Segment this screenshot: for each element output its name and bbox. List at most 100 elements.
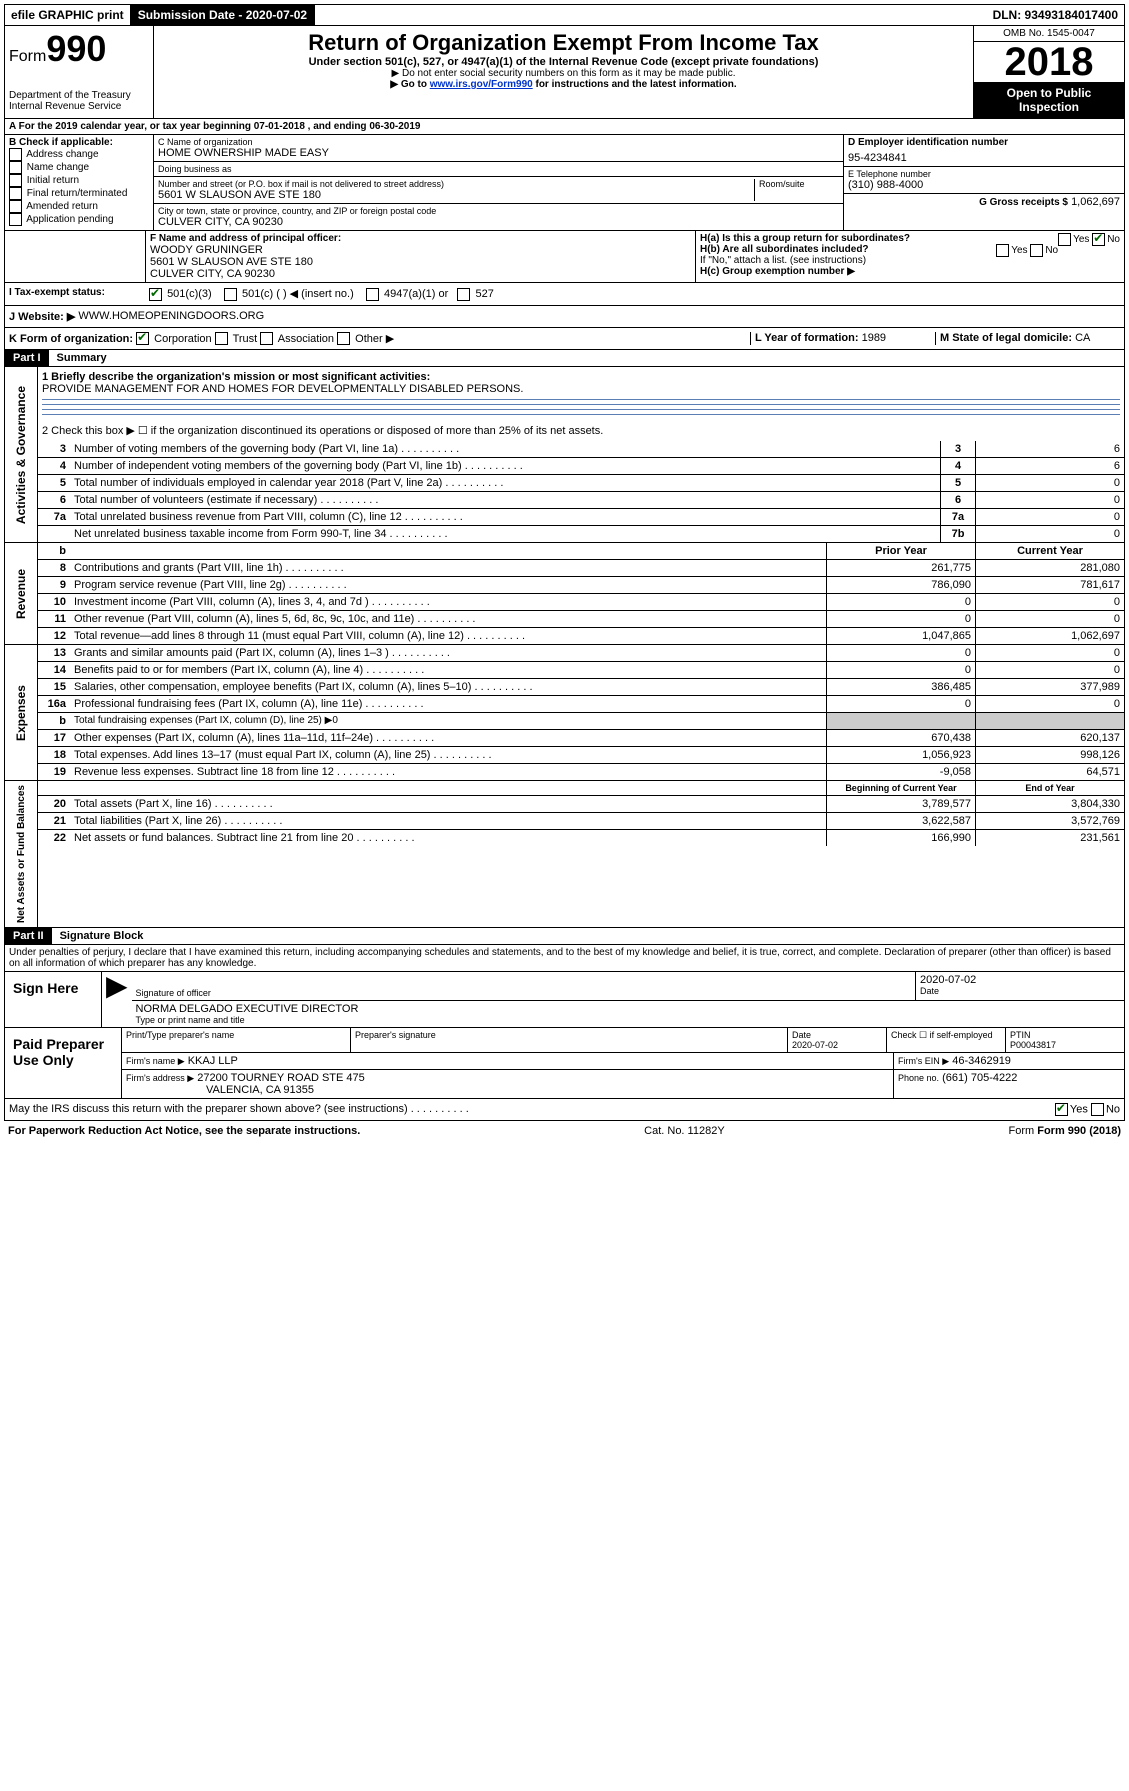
form-org-row: K Form of organization: Corporation Trus… <box>4 328 1125 351</box>
prep-date-value: 2020-07-02 <box>792 1040 882 1050</box>
sign-date: 2020-07-02 <box>920 974 1120 986</box>
form990-link[interactable]: www.irs.gov/Form990 <box>430 79 533 90</box>
part1-header-row: Part I Summary <box>4 350 1125 367</box>
street-value: 5601 W SLAUSON AVE STE 180 <box>158 189 754 201</box>
website-value: WWW.HOMEOPENINGDOORS.ORG <box>78 310 264 323</box>
footer: For Paperwork Reduction Act Notice, see … <box>4 1121 1125 1141</box>
line2: 2 Check this box ▶ ☐ if the organization… <box>38 420 1124 441</box>
dept-label: Department of the Treasury Internal Reve… <box>9 90 149 112</box>
website-row: J Website: ▶ WWW.HOMEOPENINGDOORS.ORG <box>4 306 1125 328</box>
box-b-header: B Check if applicable: <box>9 137 149 148</box>
phone-label: E Telephone number <box>848 169 1120 179</box>
name-label2: Type or print name and title <box>136 1015 1120 1025</box>
check-501c[interactable] <box>224 288 237 301</box>
form-subtitle: Under section 501(c), 527, or 4947(a)(1)… <box>158 56 969 68</box>
table-row: 16aProfessional fundraising fees (Part I… <box>38 696 1124 713</box>
ptin-header: PTIN <box>1010 1030 1120 1040</box>
check-final-return[interactable]: Final return/terminated <box>9 187 149 200</box>
table-row: 9Program service revenue (Part VIII, lin… <box>38 577 1124 594</box>
prep-date-header: Date <box>792 1030 882 1040</box>
table-row: 4Number of independent voting members of… <box>38 458 1124 475</box>
tax-year: 2018 <box>974 42 1124 82</box>
check-initial-return[interactable]: Initial return <box>9 174 149 187</box>
paid-preparer-label: Paid Preparer Use Only <box>5 1028 122 1098</box>
gross-receipts-label: G Gross receipts $ <box>979 197 1068 208</box>
sign-section: Sign Here ▶ Signature of officer 2020-07… <box>4 972 1125 1028</box>
check-address-change[interactable]: Address change <box>9 148 149 161</box>
ha-label: H(a) Is this a group return for subordin… <box>700 233 1120 244</box>
firm-name: KKAJ LLP <box>188 1055 238 1067</box>
form-prefix: Form <box>9 48 46 65</box>
ein-value: 95-4234841 <box>848 152 1120 164</box>
check-trust[interactable] <box>215 332 228 345</box>
phone-value: (310) 988-4000 <box>848 179 1120 191</box>
table-row: 14Benefits paid to or for members (Part … <box>38 662 1124 679</box>
expenses-label: Expenses <box>12 681 30 745</box>
table-row: 5Total number of individuals employed in… <box>38 475 1124 492</box>
box-l-label: L Year of formation: <box>755 332 859 344</box>
check-501c3[interactable] <box>149 288 162 301</box>
table-row: 6Total number of volunteers (estimate if… <box>38 492 1124 509</box>
table-row: 11Other revenue (Part VIII, column (A), … <box>38 611 1124 628</box>
check-association[interactable] <box>260 332 273 345</box>
check-4947[interactable] <box>366 288 379 301</box>
table-row: 18Total expenses. Add lines 13–17 (must … <box>38 747 1124 764</box>
hc-label: H(c) Group exemption number ▶ <box>700 266 1120 277</box>
prep-phone: (661) 705-4222 <box>942 1072 1017 1084</box>
check-527[interactable] <box>457 288 470 301</box>
officer-group-row: F Name and address of principal officer:… <box>4 231 1125 283</box>
check-other[interactable] <box>337 332 350 345</box>
part1-badge: Part I <box>5 350 49 366</box>
top-bar: efile GRAPHIC print Submission Date - 20… <box>4 4 1125 26</box>
expenses-section: Expenses 13Grants and similar amounts pa… <box>4 645 1125 781</box>
table-row: bTotal fundraising expenses (Part IX, co… <box>38 713 1124 730</box>
discuss-no[interactable] <box>1091 1103 1104 1116</box>
prep-name-header: Print/Type preparer's name <box>122 1028 351 1052</box>
form-header: Form990 Department of the Treasury Inter… <box>4 26 1125 119</box>
city-label: City or town, state or province, country… <box>158 206 839 216</box>
sig-officer-label: Signature of officer <box>136 988 911 998</box>
table-row: 22Net assets or fund balances. Subtract … <box>38 830 1124 846</box>
table-row: 8Contributions and grants (Part VIII, li… <box>38 560 1124 577</box>
discuss-row: May the IRS discuss this return with the… <box>4 1099 1125 1121</box>
self-employed-check[interactable]: Check ☐ if self-employed <box>887 1028 1006 1052</box>
table-row: 17Other expenses (Part IX, column (A), l… <box>38 730 1124 747</box>
dba-label: Doing business as <box>158 164 839 174</box>
form-note1: ▶ Do not enter social security numbers o… <box>158 68 969 79</box>
check-application-pending[interactable]: Application pending <box>9 213 149 226</box>
legal-domicile: CA <box>1075 332 1090 344</box>
firm-addr: 27200 TOURNEY ROAD STE 475 <box>197 1072 365 1084</box>
ptin-value: P00043817 <box>1010 1040 1120 1050</box>
table-row: 15Salaries, other compensation, employee… <box>38 679 1124 696</box>
room-label: Room/suite <box>759 179 839 189</box>
date-label: Date <box>920 986 1120 996</box>
firm-ein-label: Firm's EIN ▶ <box>898 1056 949 1066</box>
table-row: 13Grants and similar amounts paid (Part … <box>38 645 1124 662</box>
netassets-label: Net Assets or Fund Balances <box>14 781 29 927</box>
check-amended-return[interactable]: Amended return <box>9 200 149 213</box>
part1-title: Summary <box>49 350 115 366</box>
year-formation: 1989 <box>862 332 886 344</box>
officer-name: WOODY GRUNINGER <box>150 244 691 256</box>
prep-phone-label: Phone no. <box>898 1073 939 1083</box>
table-row: 10Investment income (Part VIII, column (… <box>38 594 1124 611</box>
governance-section: Activities & Governance 1 Briefly descri… <box>4 367 1125 543</box>
discuss-yes[interactable] <box>1055 1103 1068 1116</box>
box-m-label: M State of legal domicile: <box>940 332 1072 344</box>
governance-label: Activities & Governance <box>12 382 30 528</box>
dln: DLN: 93493184017400 <box>987 6 1124 24</box>
sign-here-label: Sign Here <box>5 972 102 1027</box>
part2-badge: Part II <box>5 928 52 944</box>
check-name-change[interactable]: Name change <box>9 161 149 174</box>
firm-city: VALENCIA, CA 91355 <box>126 1084 889 1096</box>
gross-receipts-value: 1,062,697 <box>1071 196 1120 208</box>
org-info-grid: B Check if applicable: Address change Na… <box>4 135 1125 231</box>
check-corporation[interactable] <box>136 332 149 345</box>
revenue-section: Revenue b Prior Year Current Year 8Contr… <box>4 543 1125 645</box>
efile-label[interactable]: efile GRAPHIC print <box>5 6 130 24</box>
prior-year-header: Prior Year <box>826 543 975 559</box>
prep-sig-header: Preparer's signature <box>351 1028 788 1052</box>
table-row: 19Revenue less expenses. Subtract line 1… <box>38 764 1124 780</box>
tax-exempt-row: I Tax-exempt status: 501(c)(3) 501(c) ( … <box>4 283 1125 306</box>
table-row: 12Total revenue—add lines 8 through 11 (… <box>38 628 1124 644</box>
